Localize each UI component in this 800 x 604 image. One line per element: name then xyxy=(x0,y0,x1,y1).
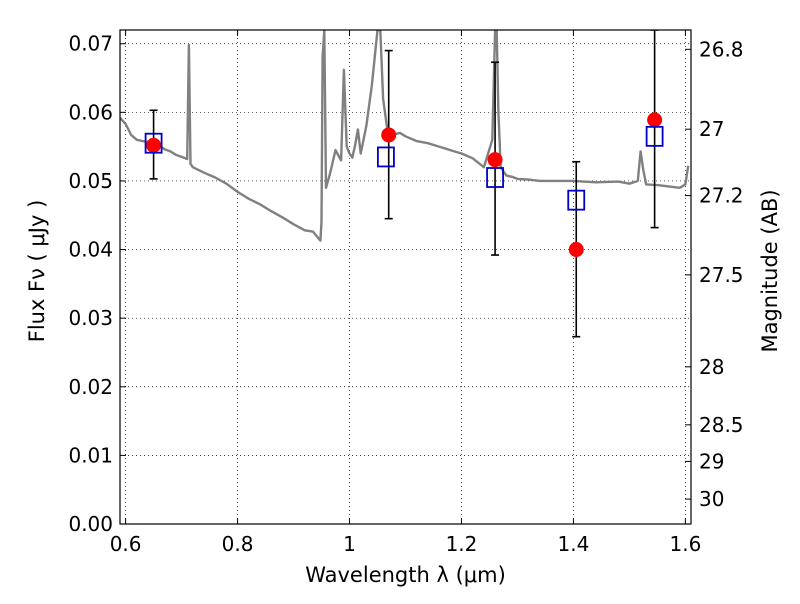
y2-tick-label: 27.2 xyxy=(699,184,744,208)
x-tick-label: 0.6 xyxy=(110,532,142,556)
y2-tick-label: 27 xyxy=(699,117,724,141)
tick-labels: 0.6 0.8 1 1.2 1.4 1.6 0.00 0.01 0.02 0.03 0.04 0.05… xyxy=(68,32,743,556)
x-tick-label: 1.4 xyxy=(558,532,590,556)
plot-area xyxy=(120,30,690,338)
x-tick-label: 1 xyxy=(343,532,356,556)
y2-tick-label: 28.5 xyxy=(699,413,744,437)
observed-point xyxy=(144,132,163,154)
y-tick-label: 0.02 xyxy=(68,375,113,399)
y-tick-label: 0.00 xyxy=(68,512,113,536)
y2-tick-label: 30 xyxy=(699,487,724,511)
y-tick-label: 0.01 xyxy=(68,443,113,467)
y-tick-label: 0.06 xyxy=(68,100,113,124)
grid-lines xyxy=(120,30,691,525)
x-tick-label: 1.6 xyxy=(669,532,701,556)
model-point xyxy=(381,127,397,143)
x-axis-label: Wavelength λ (μm) xyxy=(305,563,506,587)
y-tick-label: 0.05 xyxy=(68,169,113,193)
y-tick-label: 0.03 xyxy=(68,306,113,330)
model-point xyxy=(568,242,584,258)
y-tick-label: 0.04 xyxy=(68,238,113,262)
model-point xyxy=(647,112,663,128)
y2-tick-label: 27.5 xyxy=(699,263,744,287)
model-point xyxy=(146,137,162,153)
observed-point xyxy=(645,125,664,147)
observed-point xyxy=(377,146,395,168)
x-tick-label: 0.8 xyxy=(222,532,254,556)
y-tick-label: 0.07 xyxy=(68,32,113,56)
tick-marks xyxy=(120,30,691,525)
observed-point xyxy=(567,189,586,211)
y2-tick-label: 26.8 xyxy=(699,37,744,61)
plot-frame xyxy=(119,29,692,525)
observed-point xyxy=(486,167,504,188)
spectrum-line xyxy=(120,30,690,242)
y-axis-label: Flux Fν ( μJy ) xyxy=(25,200,49,343)
y2-tick-label: 28 xyxy=(699,355,724,379)
x-tick-label: 1.2 xyxy=(446,532,478,556)
model-point xyxy=(487,152,503,168)
y2-axis-label: Magnitude (AB) xyxy=(758,189,782,352)
y2-tick-label: 29 xyxy=(699,449,724,473)
